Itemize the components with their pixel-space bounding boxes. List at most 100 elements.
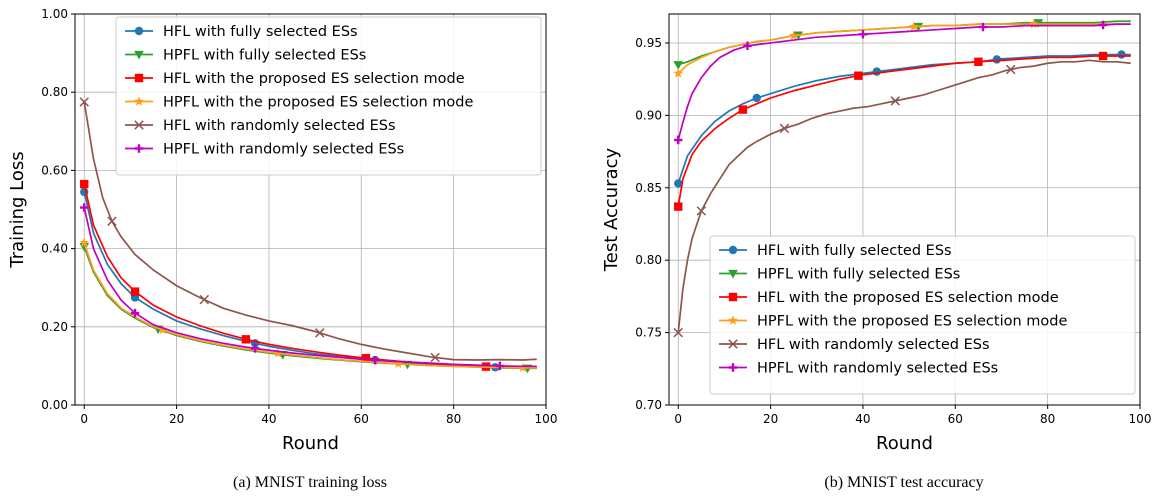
series-point — [80, 179, 89, 189]
x-tick-label: 20 — [763, 412, 778, 426]
legend-marker — [134, 120, 144, 130]
legend-label: HPFL with the proposed ES selection mode — [757, 314, 1067, 330]
legend: HFL with fully selected ESs HPFL with ful… — [709, 235, 1136, 395]
series-point — [788, 30, 799, 40]
y-tick-label: 0.20 — [41, 320, 68, 334]
plot-frame — [668, 13, 1141, 406]
series-point — [858, 30, 868, 39]
legend-marker — [728, 292, 738, 302]
plot-frame — [74, 13, 547, 406]
series-point — [673, 61, 684, 70]
x-tick-label: 80 — [446, 412, 461, 426]
series-point — [1005, 64, 1016, 75]
series-line — [83, 191, 537, 369]
legend-label: HPFL with randomly selected ESs — [163, 142, 404, 158]
series-point — [79, 97, 89, 107]
series-5 — [673, 59, 1131, 338]
legend-marker — [134, 96, 144, 106]
series-point — [752, 93, 761, 103]
series-point — [738, 105, 748, 114]
series-point — [315, 328, 325, 338]
series-4 — [673, 18, 1131, 78]
legend-marker — [134, 73, 144, 83]
legend-label: HPFL with fully selected ESs — [757, 267, 960, 283]
series-point — [107, 216, 117, 226]
legend-label: HFL with the proposed ES selection mode — [163, 71, 465, 87]
legend-item: HFL with randomly selected ESs — [125, 118, 396, 134]
legend-label: HFL with fully selected ESs — [757, 243, 952, 259]
x-tick-label: 0 — [674, 412, 682, 426]
x-tick-label: 60 — [354, 412, 369, 426]
x-tick-label: 100 — [535, 412, 558, 426]
legend-marker — [134, 50, 144, 60]
series-point — [673, 327, 683, 338]
y-tick-label: 0.90 — [635, 108, 662, 122]
series-point — [273, 348, 284, 358]
legend-label: HFL with randomly selected ESs — [757, 337, 990, 353]
x-tick-label: 60 — [948, 412, 963, 426]
series-point — [157, 324, 168, 335]
legend-item: HFL with the proposed ES selection mode — [125, 71, 465, 87]
legend-label: HPFL with fully selected ESs — [163, 48, 366, 64]
y-tick-label: 1.00 — [41, 7, 68, 21]
series-point — [872, 67, 881, 76]
legend-marker — [728, 363, 738, 372]
y-tick-label: 0.60 — [41, 163, 68, 177]
x-tick-label: 40 — [855, 412, 870, 426]
x-tick-label: 40 — [261, 412, 276, 426]
series-point — [674, 202, 683, 211]
legend-marker — [728, 269, 738, 279]
series-point — [908, 21, 919, 31]
series-2 — [79, 243, 537, 374]
series-6 — [674, 20, 1131, 145]
chart-panel-1: 0 20 40 60 80 100 0.00 0.20 0.40 0.60 0.80 1.00 Roun… — [7, 7, 557, 491]
legend-item: HFL with fully selected ESs — [719, 243, 952, 259]
y-tick-label: 0.00 — [41, 398, 68, 412]
series-point — [974, 57, 983, 66]
legend-item: HPFL with the proposed ES selection mode — [125, 95, 473, 111]
series-line — [677, 53, 1131, 184]
legend-label: HFL with fully selected ESs — [163, 24, 358, 40]
series-line — [677, 23, 1131, 74]
series-point — [890, 96, 900, 106]
legend: HFL with fully selected ESs HPFL with ful… — [115, 16, 542, 176]
series-point — [674, 135, 683, 145]
series-1 — [80, 187, 537, 372]
legend-item: HFL with the proposed ES selection mode — [719, 290, 1059, 306]
series-point — [696, 206, 707, 216]
legend-item: HFL with randomly selected ESs — [719, 337, 990, 353]
legend-item: HPFL with the proposed ES selection mode — [719, 314, 1067, 330]
series-point — [1117, 50, 1126, 59]
series-6 — [80, 203, 537, 371]
chart-panel-2: 0 20 40 60 80 100 0.70 0.75 0.80 0.85 0.90 0.95 Roun… — [601, 13, 1151, 491]
series-point — [854, 71, 863, 80]
series-point — [130, 287, 140, 296]
series-point — [1098, 51, 1108, 61]
series-line — [83, 242, 537, 369]
figure-caption: (a) MNIST training loss — [233, 474, 387, 491]
series-point — [361, 353, 371, 363]
y-tick-label: 0.70 — [635, 398, 662, 412]
series-point — [130, 308, 140, 318]
series-point — [978, 22, 988, 32]
series-line — [677, 55, 1131, 207]
legend-marker — [134, 26, 144, 36]
y-tick-label: 0.85 — [635, 181, 662, 195]
series-point — [79, 237, 90, 247]
series-point — [779, 123, 790, 134]
series-point — [250, 344, 260, 353]
legend-marker — [728, 245, 738, 255]
series-3 — [80, 179, 537, 371]
series-point — [430, 352, 440, 363]
series-point — [199, 294, 210, 305]
y-tick-label: 0.80 — [635, 253, 662, 267]
series-point — [673, 68, 684, 78]
legend-label: HPFL with the proposed ES selection mode — [163, 95, 473, 111]
series-point — [393, 358, 404, 368]
legend-item: HPFL with randomly selected ESs — [125, 142, 404, 158]
series-line — [83, 101, 537, 361]
series-point — [1028, 18, 1039, 29]
legend-item: HPFL with randomly selected ESs — [719, 361, 998, 377]
y-axis-label: Test Accuracy — [601, 147, 622, 272]
y-tick-label: 0.75 — [635, 326, 662, 340]
